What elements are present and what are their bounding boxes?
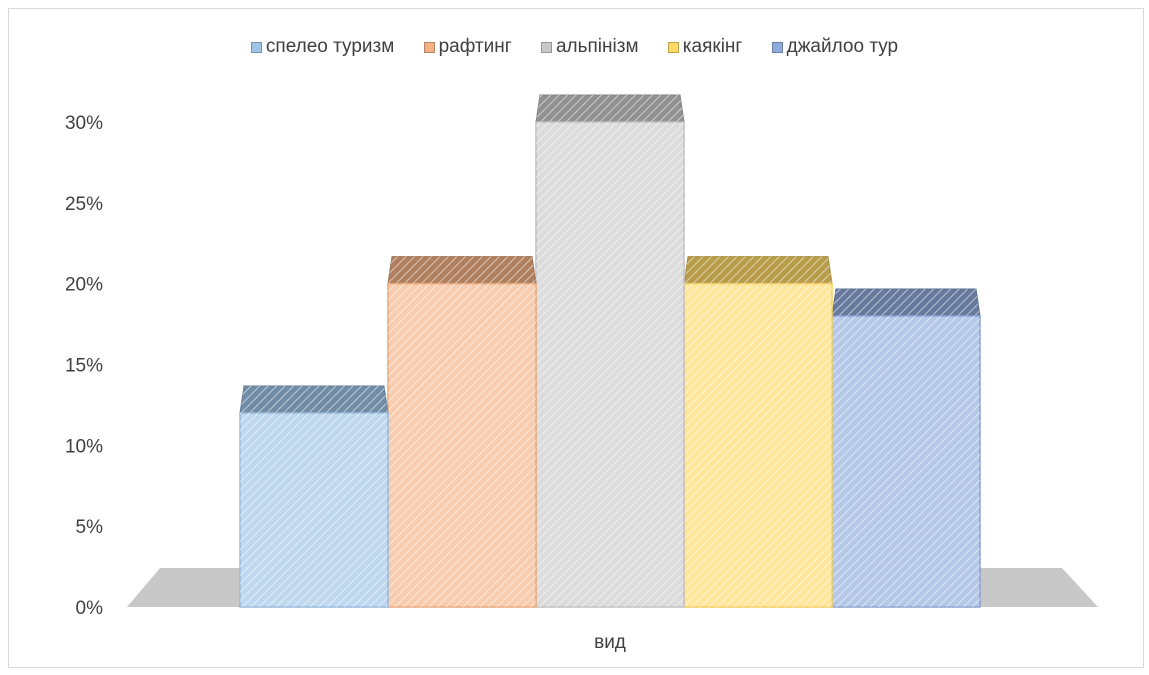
legend-swatch-alpinism — [540, 41, 552, 53]
bar-front-hatch — [832, 316, 980, 607]
legend-label-speleo: спелео туризм — [265, 36, 395, 57]
legend-label-alpinism: альпінізм — [555, 36, 639, 57]
bar-top-hatch — [240, 386, 388, 413]
bar-4 — [683, 256, 833, 608]
legend-item-kayaking: каякінг — [667, 36, 743, 58]
y-tick-label: 5% — [76, 517, 104, 538]
legend-label-jailoo: джайлоо тур — [786, 36, 899, 57]
bar-2 — [387, 256, 537, 608]
legend-swatch-speleo — [250, 41, 262, 53]
legend-label-kayaking: каякінг — [682, 36, 743, 57]
legend-swatch-jailoo — [771, 41, 783, 53]
bar-5 — [831, 288, 981, 608]
legend-item-jailoo: джайлоо тур — [771, 36, 899, 58]
bar-top-hatch — [536, 95, 684, 122]
legend-item-alpinism: альпінізм — [540, 36, 639, 58]
legend-label-rafting: рафтинг — [438, 36, 512, 57]
legend-swatch-kayaking — [667, 41, 679, 53]
y-tick-label: 15% — [65, 356, 103, 377]
legend-swatch-rafting — [423, 41, 435, 53]
y-tick-label: 10% — [65, 436, 103, 457]
bar-front-hatch — [684, 283, 832, 607]
bar-top-hatch — [832, 289, 980, 316]
bar-front-hatch — [536, 122, 684, 607]
bar-top-hatch — [388, 256, 536, 284]
bar-1 — [239, 385, 389, 608]
bar-3 — [535, 94, 685, 608]
y-tick-label: 25% — [65, 194, 103, 215]
x-category-label: вид — [594, 632, 626, 653]
bar-front-hatch — [240, 413, 388, 607]
bar-top-hatch — [684, 256, 832, 284]
legend: спелео туризм рафтинг альпінізм каякінг … — [0, 36, 1149, 59]
y-tick-label: 0% — [76, 598, 104, 619]
legend-item-speleo: спелео туризм — [250, 36, 395, 58]
legend-item-rafting: рафтинг — [423, 36, 512, 58]
y-tick-label: 20% — [65, 275, 103, 296]
bar-front-hatch — [388, 283, 536, 607]
y-tick-label: 30% — [65, 113, 103, 134]
